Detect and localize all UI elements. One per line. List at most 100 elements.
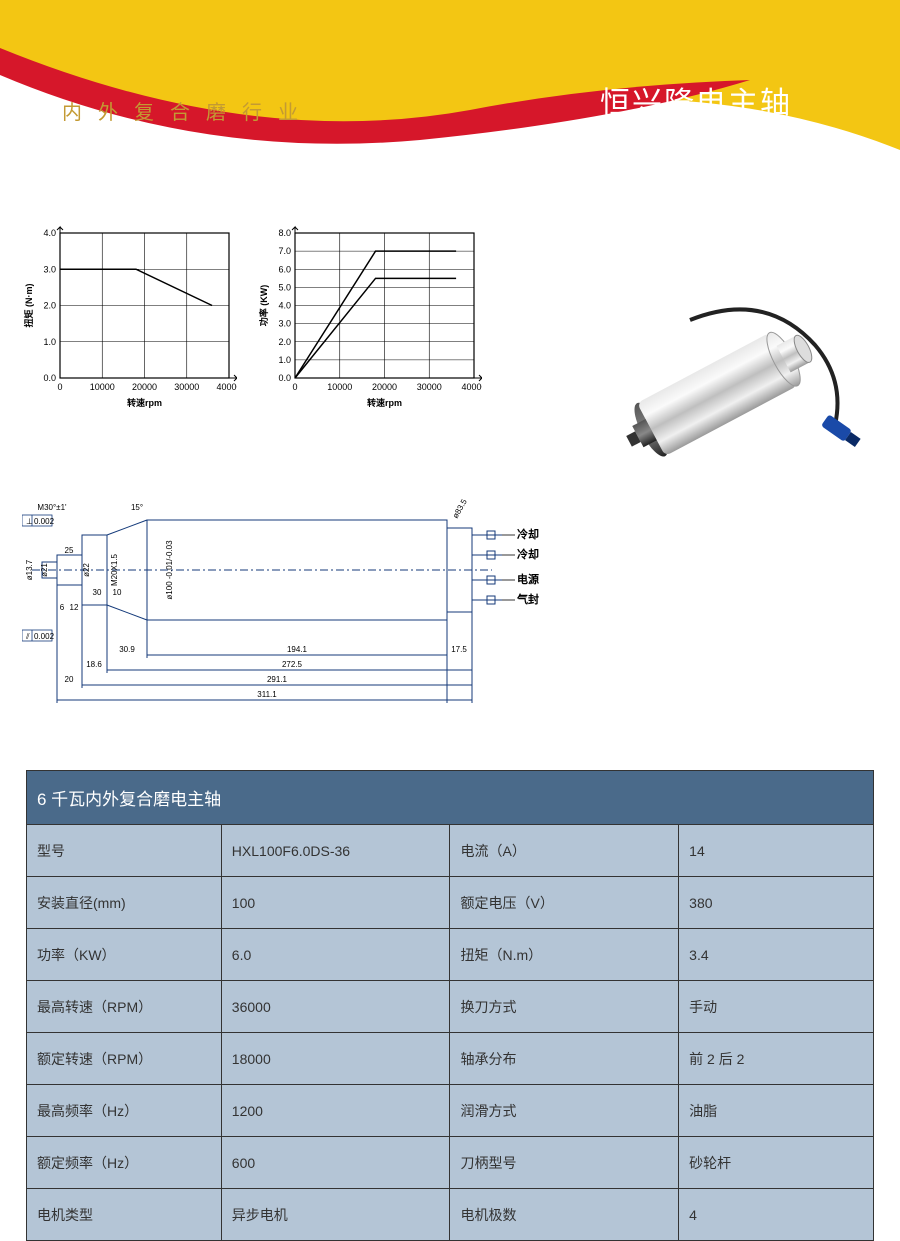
svg-text:40000: 40000: [461, 382, 482, 392]
table-cell: 36000: [221, 981, 450, 1033]
table-row: 额定频率（Hz）600刀柄型号砂轮杆: [27, 1137, 874, 1189]
svg-text:功率 (KW): 功率 (KW): [258, 285, 269, 327]
svg-text:30.9: 30.9: [119, 645, 135, 654]
svg-text:6: 6: [60, 603, 65, 612]
table-cell: 100: [221, 877, 450, 929]
svg-text:17.5: 17.5: [451, 645, 467, 654]
svg-text:20000: 20000: [132, 382, 157, 392]
svg-text:25: 25: [65, 546, 74, 555]
table-cell: 14: [679, 825, 874, 877]
table-cell: 6.0: [221, 929, 450, 981]
svg-text:ø22: ø22: [82, 563, 91, 577]
table-cell: 油脂: [679, 1085, 874, 1137]
table-row: 额定转速（RPM）18000轴承分布前 2 后 2: [27, 1033, 874, 1085]
table-cell: 1200: [221, 1085, 450, 1137]
svg-text:15°: 15°: [131, 503, 143, 512]
svg-text:ø21: ø21: [40, 563, 49, 577]
table-cell: 扭矩（N.m）: [450, 929, 679, 981]
svg-text:⊥: ⊥: [26, 517, 33, 526]
table-cell: 手动: [679, 981, 874, 1033]
svg-text:30000: 30000: [174, 382, 199, 392]
svg-text:冷却: 冷却: [517, 527, 539, 541]
svg-text:0.002: 0.002: [34, 632, 55, 641]
table-cell: 额定频率（Hz）: [27, 1137, 222, 1189]
svg-text:5.0: 5.0: [278, 282, 291, 292]
svg-text:7.0: 7.0: [278, 246, 291, 256]
table-cell: 3.4: [679, 929, 874, 981]
table-cell: 最高转速（RPM）: [27, 981, 222, 1033]
svg-text:0.0: 0.0: [278, 373, 291, 383]
table-cell: 前 2 后 2: [679, 1033, 874, 1085]
table-cell: 功率（KW）: [27, 929, 222, 981]
svg-text:10000: 10000: [90, 382, 115, 392]
svg-text:291.1: 291.1: [267, 675, 288, 684]
brand-title: 恒兴隆电主轴: [600, 78, 792, 122]
svg-text:电源: 电源: [517, 572, 539, 586]
table-cell: 刀柄型号: [450, 1137, 679, 1189]
table-cell: 电流（A）: [450, 825, 679, 877]
svg-text:20: 20: [65, 675, 74, 684]
svg-text:2.0: 2.0: [43, 301, 56, 311]
product-image: [585, 295, 885, 475]
table-cell: 型号: [27, 825, 222, 877]
table-cell: 砂轮杆: [679, 1137, 874, 1189]
svg-text:0: 0: [57, 382, 62, 392]
svg-text:M30°±1': M30°±1': [37, 503, 67, 512]
svg-text:18.6: 18.6: [86, 660, 102, 669]
spec-table: 6 千瓦内外复合磨电主轴 型号HXL100F6.0DS-36电流（A）14安装直…: [26, 770, 874, 1241]
svg-text:8.0: 8.0: [278, 228, 291, 238]
svg-text:气封: 气封: [516, 592, 539, 606]
table-cell: 异步电机: [221, 1189, 450, 1241]
svg-text:扭矩 (N·m): 扭矩 (N·m): [23, 284, 34, 328]
svg-text:ø100 -0.01/-0.03: ø100 -0.01/-0.03: [165, 540, 174, 600]
table-row: 安装直径(mm)100额定电压（V）380: [27, 877, 874, 929]
table-cell: 安装直径(mm): [27, 877, 222, 929]
table-cell: 600: [221, 1137, 450, 1189]
svg-text:311.1: 311.1: [257, 690, 277, 699]
table-cell: 电机极数: [450, 1189, 679, 1241]
power-chart: 0100002000030000400000.01.02.03.04.05.06…: [257, 225, 482, 415]
svg-text:10000: 10000: [327, 382, 352, 392]
svg-text:12: 12: [70, 603, 79, 612]
svg-text:20000: 20000: [372, 382, 397, 392]
table-cell: 380: [679, 877, 874, 929]
svg-text:30: 30: [93, 588, 102, 597]
svg-text:3.0: 3.0: [43, 264, 56, 274]
svg-text:ø13.7: ø13.7: [25, 559, 34, 580]
technical-drawing: 0.002 0.002 ⊥ ⫽ 冷却 冷却 电源 气封 194.1 17.5 3…: [22, 480, 612, 710]
table-cell: 最高频率（Hz）: [27, 1085, 222, 1137]
svg-text:0: 0: [292, 382, 297, 392]
torque-chart: 0100002000030000400000.01.02.03.04.0转速rp…: [22, 225, 237, 415]
table-row: 电机类型异步电机电机极数4: [27, 1189, 874, 1241]
svg-text:⫽: ⫽: [25, 632, 30, 641]
table-cell: HXL100F6.0DS-36: [221, 825, 450, 877]
svg-text:194.1: 194.1: [287, 645, 308, 654]
page-subtitle: 内外复合磨行业: [62, 96, 314, 125]
table-cell: 额定电压（V）: [450, 877, 679, 929]
svg-text:冷却: 冷却: [517, 547, 539, 561]
table-cell: 电机类型: [27, 1189, 222, 1241]
spec-title: 6 千瓦内外复合磨电主轴: [27, 771, 874, 825]
table-cell: 换刀方式: [450, 981, 679, 1033]
svg-text:30000: 30000: [417, 382, 442, 392]
svg-text:2.0: 2.0: [278, 337, 291, 347]
table-row: 最高转速（RPM）36000换刀方式手动: [27, 981, 874, 1033]
table-cell: 轴承分布: [450, 1033, 679, 1085]
table-row: 最高频率（Hz）1200润滑方式油脂: [27, 1085, 874, 1137]
table-cell: 18000: [221, 1033, 450, 1085]
table-cell: 润滑方式: [450, 1085, 679, 1137]
svg-text:0.0: 0.0: [43, 373, 56, 383]
svg-text:4.0: 4.0: [278, 301, 291, 311]
table-row: 型号HXL100F6.0DS-36电流（A）14: [27, 825, 874, 877]
svg-text:40000: 40000: [216, 382, 237, 392]
svg-text:M20X1.5: M20X1.5: [110, 553, 119, 586]
svg-text:转速rpm: 转速rpm: [127, 397, 162, 408]
charts-row: 0 10000 20000 30000 40000 0.0 1.0 2.0 3.0 4.0 转速rp…: [22, 225, 502, 415]
svg-text:1.0: 1.0: [43, 337, 56, 347]
svg-text:6.0: 6.0: [278, 264, 291, 274]
svg-text:ø83.5: ø83.5: [451, 497, 469, 520]
svg-text:转速rpm: 转速rpm: [367, 397, 402, 408]
table-row: 功率（KW）6.0扭矩（N.m）3.4: [27, 929, 874, 981]
svg-text:1.0: 1.0: [278, 355, 291, 365]
svg-text:10: 10: [113, 588, 122, 597]
